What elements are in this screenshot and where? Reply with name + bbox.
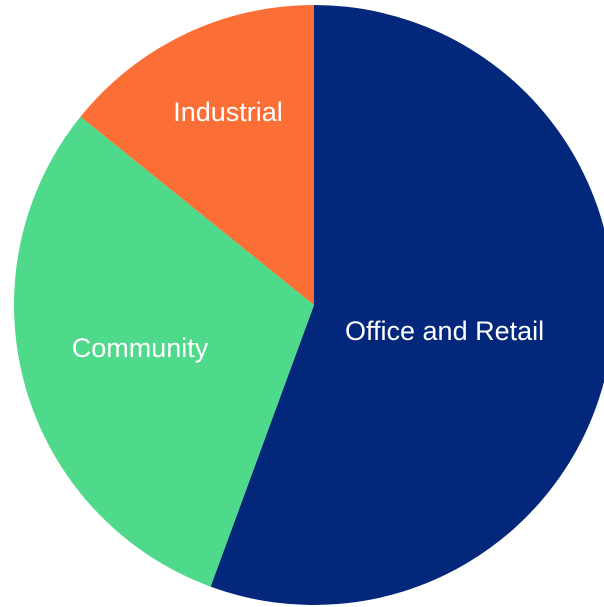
- pie-label-office-and-retail: Office and Retail: [345, 316, 544, 346]
- pie-slices: [13, 5, 604, 605]
- pie-label-industrial: Industrial: [173, 97, 283, 127]
- pie-slice-industrial: [80, 5, 315, 305]
- pie-slice-community: [13, 116, 314, 587]
- pie-label-community: Community: [72, 333, 209, 363]
- pie-slice-office-and-retail: [210, 5, 604, 605]
- pie-labels: Office and Retail Community Industrial: [72, 97, 544, 363]
